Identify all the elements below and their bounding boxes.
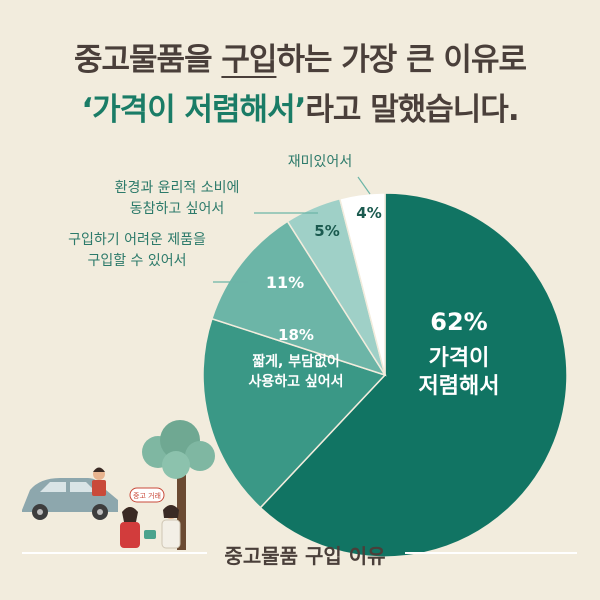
person-left xyxy=(120,522,140,548)
traded-item xyxy=(144,530,156,539)
tree-illustration xyxy=(142,420,215,550)
slice-percent-label-2: 18% xyxy=(278,326,314,344)
car-illustration xyxy=(22,467,118,520)
slice-category-label-1: 가격이 저렴해서 xyxy=(419,346,500,399)
title-line-1: 중고물품을 구입하는 가장 큰 이유로 xyxy=(0,34,600,79)
title-line-2: ‘가격이 저렴해서’라고 말했습니다. xyxy=(0,84,600,129)
caption-line-left xyxy=(22,552,207,554)
title-text-2: 하는 가장 큰 이유로 xyxy=(276,42,527,78)
caption-line-right xyxy=(405,552,577,554)
title-text-3: 라고 말했습니다. xyxy=(305,92,519,128)
title-quote: ‘가격이 저렴해서’ xyxy=(81,92,306,128)
person-right xyxy=(161,519,181,549)
title-underlined-word: 구입 xyxy=(221,42,277,78)
slice-percent-label-4: 5% xyxy=(314,222,339,240)
slice-category-label-5: 재미있어서 xyxy=(288,154,352,170)
people-trading: 중고 거래 xyxy=(120,487,181,549)
pie-slice-1 xyxy=(259,192,568,558)
pie-slice-5 xyxy=(338,192,386,376)
tree-trunk xyxy=(177,470,186,550)
pie-labels: 62% 가격이 저렴해서 18% 짧게, 부담없이 사용하고 싶어서 11% 구입하기 어려운… xyxy=(68,154,499,399)
trade-illustration: 중고 거래 xyxy=(22,420,215,550)
slice-percent-label-1: 62% xyxy=(430,308,487,336)
speech-bubble-text: 중고 거래 xyxy=(133,491,161,500)
chart-caption: 중고물품 구입 이유 xyxy=(224,544,386,568)
speech-bubble xyxy=(129,487,165,503)
slice-category-label-3: 구입하기 어려운 제품을 구입할 수 있어서 xyxy=(68,232,206,269)
callout-line-5 xyxy=(357,176,371,195)
person-in-car xyxy=(92,480,106,496)
car-window xyxy=(40,482,96,492)
pie-slice-3 xyxy=(210,220,387,377)
pie-slices xyxy=(202,192,568,558)
title-text-1: 중고물품을 xyxy=(74,42,222,78)
slice-percent-label-5: 4% xyxy=(356,204,381,222)
slice-category-label-2: 짧게, 부담없이 사용하고 싶어서 xyxy=(248,353,343,390)
pie-slice-2 xyxy=(202,317,387,509)
callout-lines xyxy=(213,176,371,283)
slice-category-label-4: 환경과 윤리적 소비에 동참하고 싶어서 xyxy=(115,180,240,217)
slice-percent-label-3: 11% xyxy=(266,273,304,292)
